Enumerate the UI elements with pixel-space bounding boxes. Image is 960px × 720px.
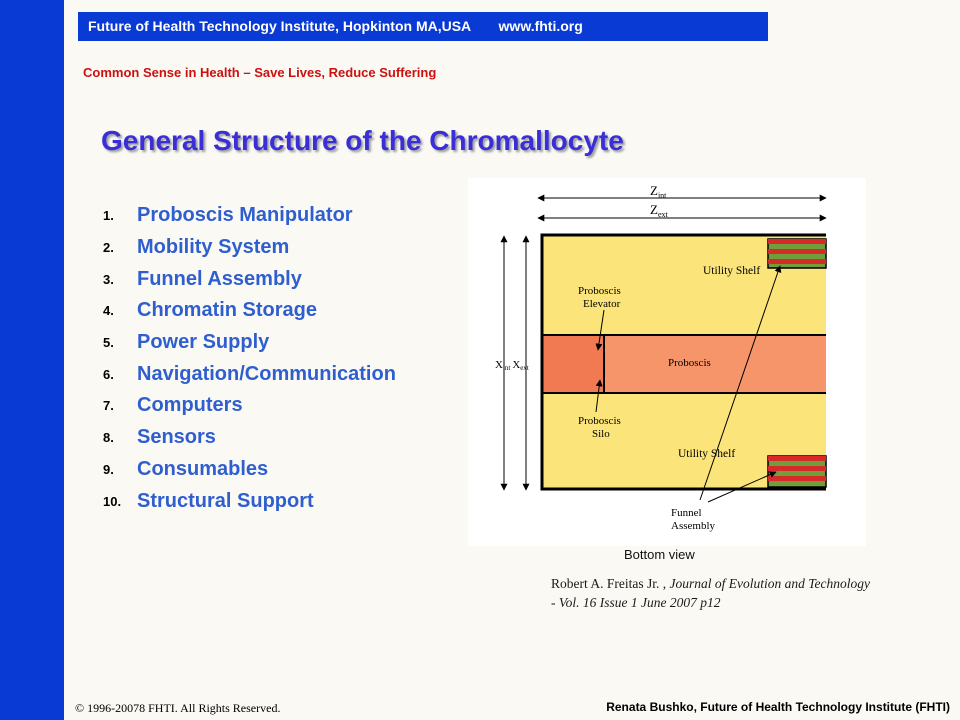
citation-author: Robert A. Freitas Jr. , xyxy=(551,576,670,591)
x-dimension-label: Xint Xext xyxy=(495,359,529,372)
list-number: 9. xyxy=(103,461,114,477)
list-number: 2. xyxy=(103,240,114,256)
list-item: 10. Structural Support xyxy=(103,485,396,517)
citation-source: Journal of Evolution and Technology - Vo… xyxy=(551,576,870,610)
copyright-notice: © 1996-20078 FHTI. All Rights Reserved. xyxy=(75,701,281,715)
funnel-assembly-label-2: Assembly xyxy=(671,520,716,532)
list-number: 6. xyxy=(103,366,114,382)
component-list: 1. Proboscis Manipulator 2. Mobility Syste… xyxy=(103,200,396,517)
list-label: Navigation/Communication xyxy=(137,362,396,385)
list-number: 8. xyxy=(103,430,114,446)
figure-caption: Bottom view xyxy=(624,547,695,562)
list-label: Mobility System xyxy=(137,236,290,259)
list-label: Sensors xyxy=(137,426,216,449)
list-number: 1. xyxy=(103,208,114,224)
list-item: 9. Consumables xyxy=(103,454,396,486)
proboscis-label: Proboscis xyxy=(668,357,711,369)
slide-title: General Structure of the Chromallocyte xyxy=(101,125,624,156)
list-label: Proboscis Manipulator xyxy=(137,204,353,227)
funnel-pointer-top xyxy=(699,265,782,501)
diagram-svg: Zint Zext Xint Xext Utility Shelf P xyxy=(495,183,827,532)
list-item: 6. Navigation/Communication xyxy=(103,358,396,390)
list-item: 7. Computers xyxy=(103,390,396,422)
list-item: 1. Proboscis Manipulator xyxy=(103,200,396,232)
chromallocyte-diagram: Zint Zext Xint Xext Utility Shelf P xyxy=(468,178,866,546)
list-number: 5. xyxy=(103,335,114,351)
elevator-pointer xyxy=(595,309,605,351)
list-number: 10. xyxy=(103,493,122,509)
list-label: Structural Support xyxy=(137,489,314,512)
proboscis-silo-label-1: Proboscis xyxy=(578,415,621,427)
list-label: Power Supply xyxy=(137,331,270,354)
funnel-block-bottom xyxy=(767,455,827,488)
list-item: 8. Sensors xyxy=(103,422,396,454)
list-item: 4. Chromatin Storage xyxy=(103,295,396,327)
utility-shelf-top-label: Utility Shelf xyxy=(703,265,760,277)
list-label: Funnel Assembly xyxy=(137,267,302,290)
proboscis-silo-label-2: Silo xyxy=(592,428,610,440)
citation: Robert A. Freitas Jr. , Journal of Evolu… xyxy=(551,574,871,612)
tagline: Common Sense in Health – Save Lives, Red… xyxy=(83,65,437,80)
funnel-pointer-bottom xyxy=(707,471,777,503)
list-label: Chromatin Storage xyxy=(137,299,318,322)
list-label: Consumables xyxy=(137,457,269,480)
funnel-block-top xyxy=(767,238,827,269)
institute-url[interactable]: www.fhti.org xyxy=(498,18,583,34)
utility-shelf-bottom-label: Utility Shelf xyxy=(678,448,735,460)
proboscis-elevator-block xyxy=(542,335,604,393)
author-credit: Renata Bushko, Future of Health Technolo… xyxy=(606,700,950,714)
z-ext-label: Zext xyxy=(650,202,669,219)
proboscis-elevator-label-1: Proboscis xyxy=(578,285,621,297)
funnel-assembly-label-1: Funnel xyxy=(671,507,702,519)
list-label: Computers xyxy=(137,394,243,417)
list-number: 4. xyxy=(103,303,114,319)
list-number: 3. xyxy=(103,271,114,287)
left-sidebar xyxy=(0,0,64,720)
institute-name: Future of Health Technology Institute, H… xyxy=(88,18,471,34)
list-item: 2. Mobility System xyxy=(103,232,396,264)
list-item: 3. Funnel Assembly xyxy=(103,263,396,295)
z-int-label: Zint xyxy=(650,183,667,200)
list-number: 7. xyxy=(103,398,114,414)
header-banner: Future of Health Technology Institute, H… xyxy=(78,12,768,41)
silo-pointer xyxy=(595,379,603,413)
proboscis-elevator-label-2: Elevator xyxy=(583,298,621,310)
body-outline xyxy=(540,233,826,491)
list-item: 5. Power Supply xyxy=(103,327,396,359)
